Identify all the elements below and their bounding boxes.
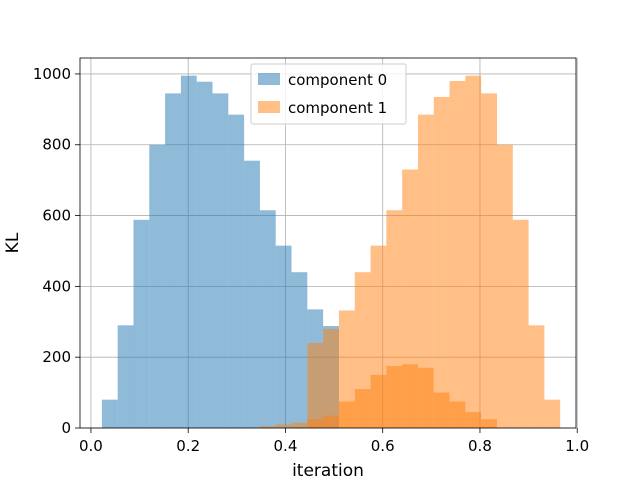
y-tick-label-4: 800 xyxy=(42,136,71,154)
component-1-bar-11 xyxy=(481,93,497,428)
component-1-bar-3 xyxy=(354,272,371,428)
y-tick-label-0: 0 xyxy=(61,419,71,437)
component-0-bar-10 xyxy=(259,210,276,428)
component-1-lower-bar-0 xyxy=(259,426,276,428)
y-tick-label-5: 1000 xyxy=(33,65,71,83)
component-0-bar-12 xyxy=(291,272,308,428)
legend-label-component-0: component 0 xyxy=(288,71,387,89)
component-0-bar-2 xyxy=(133,219,150,428)
component-0-bar-9 xyxy=(244,160,260,428)
x-tick-label-3: 0.6 xyxy=(371,437,395,455)
x-tick-label-4: 0.8 xyxy=(468,437,492,455)
component-1-bar-4 xyxy=(370,245,387,428)
component-1-bar-5 xyxy=(386,210,403,428)
y-tick-label-2: 400 xyxy=(42,277,71,295)
component-1-bar-14 xyxy=(528,325,545,428)
component-1-bar-15 xyxy=(544,399,561,428)
legend-label-component-1: component 1 xyxy=(288,99,387,117)
y-axis-label: KL xyxy=(3,232,23,253)
component-1-bar-9 xyxy=(449,81,466,429)
x-tick-label-5: 1.0 xyxy=(565,437,589,455)
component-1-bar-7 xyxy=(417,114,434,428)
y-tick-label-1: 200 xyxy=(42,348,71,366)
component-0-bar-8 xyxy=(228,114,245,428)
component-1-bar-12 xyxy=(496,144,513,429)
component-0-bar-0 xyxy=(101,399,118,428)
x-tick-label-1: 0.2 xyxy=(176,437,200,455)
component-0-bar-11 xyxy=(275,245,292,428)
component-1-bar-0 xyxy=(307,343,324,428)
component-1-bar-10 xyxy=(465,75,482,429)
component-0-bar-6 xyxy=(196,81,213,429)
component-1-bar-8 xyxy=(433,96,450,429)
x-tick-label-2: 0.4 xyxy=(274,437,298,455)
legend: component 0 component 1 xyxy=(250,63,407,125)
component-1-lower-bar-1 xyxy=(275,424,292,428)
plot-frame xyxy=(79,57,577,429)
component-1-bar-13 xyxy=(512,219,529,428)
component-1-bar-6 xyxy=(402,169,418,428)
x-axis-ticks: 0.0 0.2 0.4 0.6 0.8 1.0 xyxy=(79,428,589,455)
x-axis-label: iteration xyxy=(292,461,364,480)
y-axis-ticks: 0 200 400 600 800 1000 xyxy=(33,65,80,437)
histogram-bars xyxy=(101,75,561,429)
component-1-lower-bar-2 xyxy=(291,422,308,428)
legend-swatch-component-0 xyxy=(258,73,280,85)
legend-swatch-component-1 xyxy=(258,101,280,113)
legend-box xyxy=(250,63,407,125)
x-tick-label-0: 0.0 xyxy=(79,437,103,455)
component-0-bar-5 xyxy=(180,75,197,429)
component-1-bar-2 xyxy=(338,310,355,428)
component-0-bar-7 xyxy=(212,93,229,428)
y-tick-label-3: 600 xyxy=(42,207,71,225)
component-0-bar-1 xyxy=(117,325,134,428)
component-1-bar-1 xyxy=(323,328,339,428)
component-0-bar-3 xyxy=(149,144,166,429)
component-0-bar-4 xyxy=(165,93,181,428)
